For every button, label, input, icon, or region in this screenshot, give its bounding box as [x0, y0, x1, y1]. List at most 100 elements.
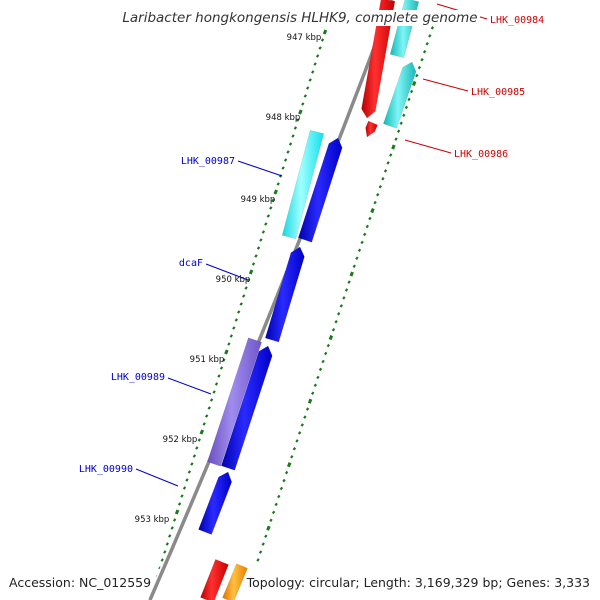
outer-tick: [409, 89, 414, 94]
scale-label: 953 kbp: [135, 515, 170, 525]
outer-tick: [334, 320, 338, 324]
outer-tick: [344, 288, 349, 292]
inner-tick: [168, 534, 172, 538]
gene-label-lhk_00990: LHK_00990: [79, 464, 133, 475]
inner-tick: [286, 150, 290, 154]
outer-tick: [305, 407, 310, 411]
inner-tick: [202, 422, 206, 426]
inner-tick: [170, 526, 174, 530]
outer-tick: [394, 137, 398, 141]
inner-tick: [313, 62, 317, 66]
outer-tick: [368, 216, 372, 221]
scale-label: 952 kbp: [163, 435, 198, 445]
inner-tick: [251, 262, 256, 266]
inner-tick: [311, 70, 315, 74]
inner-tick: [261, 230, 266, 234]
inner-tick: [234, 318, 238, 322]
leader-line-lhk_00985: [422, 78, 469, 92]
gene-glyph-dcaf: [264, 246, 305, 343]
outer-tick: [292, 447, 297, 451]
outer-tick: [311, 391, 315, 395]
outer-tick: [282, 478, 286, 483]
outer-tick: [428, 34, 432, 38]
gene-label-lhk_00989: LHK_00989: [111, 372, 165, 383]
map-title-text: Laribacter hongkongensis HLHK9, complete…: [120, 10, 480, 26]
inner-tick: [254, 254, 258, 258]
inner-tick: [217, 374, 221, 378]
leader-line-lhk_00987: [237, 160, 283, 177]
outer-tick: [258, 550, 263, 554]
outer-tick: [284, 470, 289, 475]
inner-tick: [160, 558, 164, 562]
inner-tick: [205, 414, 209, 418]
inner-tick: [264, 222, 268, 226]
outer-tick: [287, 462, 292, 468]
inner-tick: [273, 189, 278, 195]
inner-tick: [232, 326, 236, 330]
outer-tick: [407, 97, 411, 102]
inner-tick: [318, 46, 322, 50]
outer-tick: [264, 534, 268, 538]
kbp-tick-marks: [148, 17, 438, 600]
inner-tick: [266, 214, 270, 218]
inner-tick: [322, 29, 328, 35]
outer-tick: [363, 232, 367, 237]
inner-tick: [172, 518, 177, 522]
outer-tick: [370, 208, 375, 214]
inner-tick: [224, 349, 229, 355]
inner-tick: [192, 454, 197, 458]
gene-glyph-lhk_00985: [383, 61, 417, 129]
inner-tick: [298, 109, 303, 115]
outer-tick: [261, 542, 265, 546]
inner-tick: [212, 390, 216, 394]
inner-tick: [207, 406, 211, 410]
outer-tick: [274, 502, 278, 507]
inner-tick: [222, 358, 226, 362]
inner-tick: [195, 446, 199, 450]
inner-tick: [190, 462, 194, 466]
outer-tick: [355, 256, 359, 260]
outer-tick: [349, 271, 354, 277]
scale-label: 947 kbp: [287, 33, 322, 43]
inner-tick: [219, 366, 224, 370]
gene-glyph-lhk_00987: [281, 129, 325, 240]
outer-tick: [383, 169, 388, 173]
outer-tick: [266, 525, 271, 531]
inner-tick: [214, 382, 219, 386]
leader-line-lhk_00986: [404, 139, 452, 154]
genome-stats-text: Topology: circular; Length: 3,169,329 bp…: [246, 575, 590, 590]
inner-tick: [301, 102, 305, 106]
outer-tick: [316, 375, 320, 380]
outer-tick: [357, 248, 362, 253]
inner-tick: [246, 278, 251, 282]
inner-tick: [303, 94, 307, 98]
inner-tick: [256, 246, 261, 250]
gene-glyph-blue-5: [297, 137, 343, 243]
inner-tick: [293, 126, 298, 130]
inner-tick: [227, 342, 231, 346]
inner-tick: [288, 142, 293, 146]
inner-tick: [276, 182, 280, 186]
outer-tick: [386, 161, 390, 165]
outer-tick: [352, 264, 356, 268]
inner-tick: [237, 310, 241, 314]
outer-tick: [318, 367, 323, 372]
gene-track: [198, 0, 420, 600]
backbone-halo: [146, 0, 396, 600]
backbone-line: [148, 0, 394, 600]
inner-tick: [315, 54, 320, 58]
outer-tick: [290, 455, 294, 459]
inner-tick: [281, 166, 285, 170]
inner-tick: [306, 86, 310, 90]
outer-tick: [399, 121, 403, 125]
inner-tick: [209, 398, 214, 402]
gene-glyph-lhk_00990: [198, 471, 232, 535]
outer-tick: [297, 431, 302, 435]
outer-tick: [279, 486, 284, 491]
outer-tick: [389, 153, 393, 157]
outer-tick: [300, 423, 304, 427]
outer-tick: [321, 359, 325, 364]
gene-label-dcaf: dcaF: [179, 258, 203, 269]
outer-tick: [360, 240, 364, 245]
